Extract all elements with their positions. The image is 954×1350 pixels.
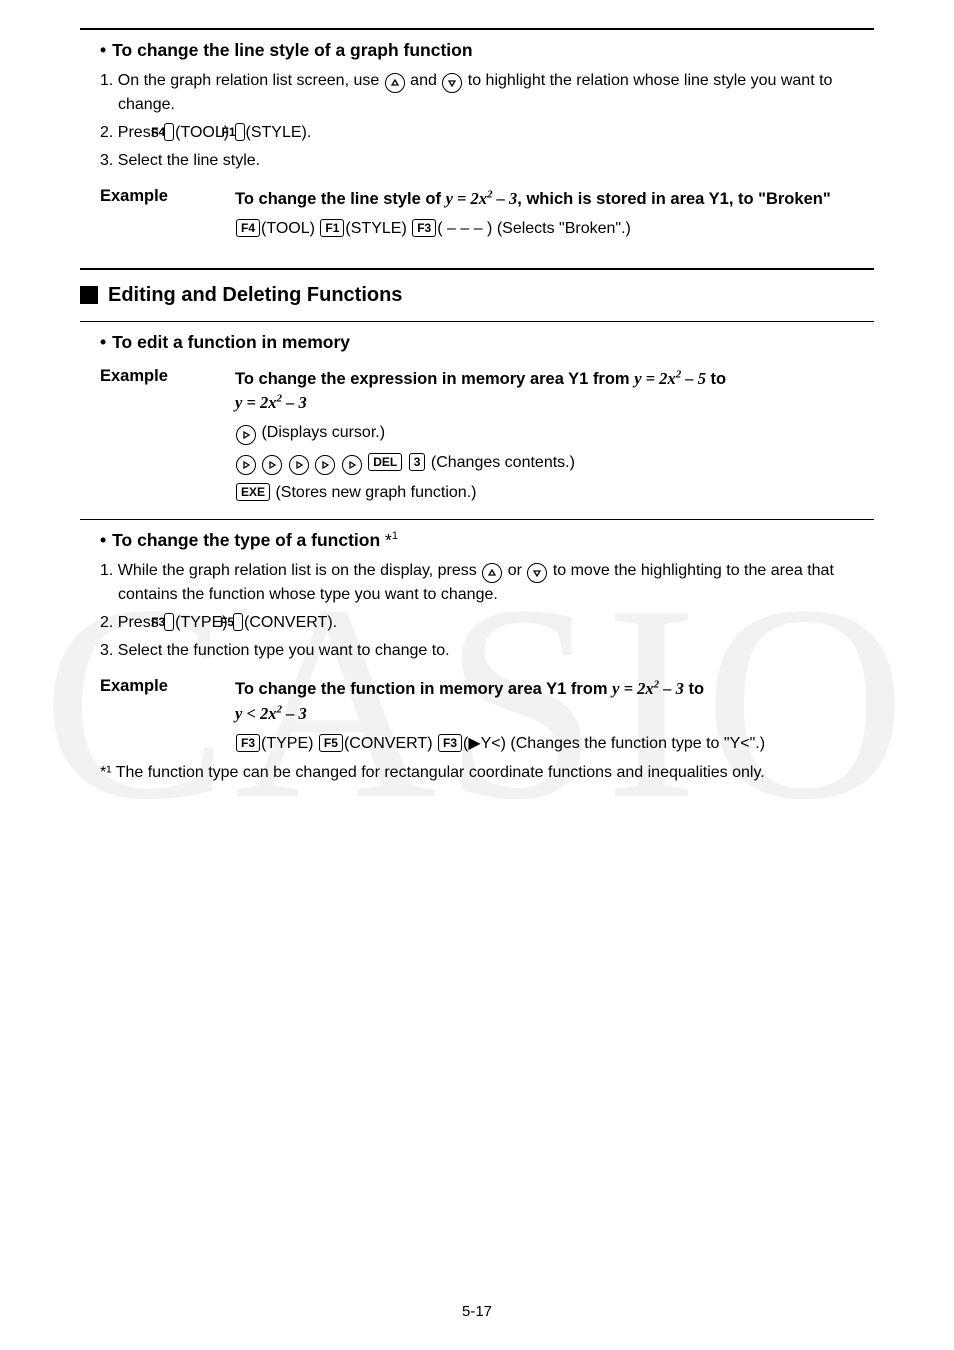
sub2-step1b: or bbox=[508, 562, 527, 579]
example-text: To change the line style of y = 2x2 – 3,… bbox=[235, 187, 874, 212]
sec1-step1and: and bbox=[410, 72, 441, 89]
example-text: To change the expression in memory area … bbox=[235, 367, 874, 417]
key-f1: F1 bbox=[320, 219, 344, 237]
sub2-keys-t3: (▶Y<) (Changes the function type to "Y<"… bbox=[463, 735, 765, 752]
sub2-ex-b: to bbox=[684, 680, 704, 698]
sub2-eq2: y < 2x2 – 3 bbox=[235, 704, 307, 723]
cursor-up-icon bbox=[385, 73, 405, 93]
top-rule bbox=[80, 28, 874, 30]
document-page: CASIO •To change the line style of a gra… bbox=[0, 0, 954, 1350]
sub2-keys-t1: (TYPE) bbox=[261, 735, 313, 752]
page-number: 5-17 bbox=[0, 1303, 954, 1320]
sub1-line3-txt: (Stores new graph function.) bbox=[275, 484, 476, 501]
sub1-example: Example To change the expression in memo… bbox=[100, 367, 874, 417]
sec1-step2t1: (TOOL) bbox=[175, 124, 229, 141]
cursor-right-icon bbox=[289, 455, 309, 475]
sec1-step2t2: (STYLE). bbox=[246, 124, 312, 141]
key-f3: F3 bbox=[164, 613, 174, 631]
sec1-ex-t1: (TOOL) bbox=[261, 220, 315, 237]
cursor-right-icon bbox=[342, 455, 362, 475]
sec1-ex-eq: y = 2x2 – 3 bbox=[446, 189, 518, 208]
cursor-right-icon bbox=[236, 425, 256, 445]
key-f5: F5 bbox=[233, 613, 243, 631]
cursor-right-icon bbox=[315, 455, 335, 475]
key-f4: F4 bbox=[164, 123, 174, 141]
section-rule bbox=[80, 268, 874, 270]
cursor-down-icon bbox=[442, 73, 462, 93]
sub2-step2: 2. Press F3(TYPE) F5(CONVERT). bbox=[100, 611, 874, 635]
sub1-ex-a: To change the expression in memory area … bbox=[235, 370, 634, 388]
sec1-ex-t3: ( ‒ ‒ ‒ ) (Selects "Broken".) bbox=[437, 220, 631, 237]
cursor-down-icon bbox=[527, 563, 547, 583]
sub2-step3: 3. Select the function type you want to … bbox=[100, 639, 874, 663]
sub1-title: •To edit a function in memory bbox=[100, 332, 874, 353]
sub2-ex-a: To change the function in memory area Y1… bbox=[235, 680, 612, 698]
sub1-line1: (Displays cursor.) bbox=[235, 420, 874, 446]
cursor-up-icon bbox=[482, 563, 502, 583]
sub2-eq1: y = 2x2 – 3 bbox=[612, 679, 684, 698]
footnote: *¹ The function type can be changed for … bbox=[100, 761, 874, 785]
key-f3: F3 bbox=[438, 734, 462, 752]
sub2-keys-t2: (CONVERT) bbox=[344, 735, 433, 752]
sub1-ex-b: to bbox=[706, 370, 726, 388]
key-f3: F3 bbox=[412, 219, 436, 237]
sub1-line3: EXE (Stores new graph function.) bbox=[235, 480, 874, 506]
sec1-ex-b: , which is stored in area Y1, to "Broken… bbox=[517, 190, 830, 208]
cursor-right-icon bbox=[262, 455, 282, 475]
sec1-ex-t2: (STYLE) bbox=[345, 220, 406, 237]
example-text: To change the function in memory area Y1… bbox=[235, 677, 874, 727]
sec1-step1: 1. On the graph relation list screen, us… bbox=[100, 69, 874, 117]
sub2-title-sup: *1 bbox=[385, 530, 398, 550]
black-square-icon bbox=[80, 286, 98, 304]
sec1-title-text: To change the line style of a graph func… bbox=[112, 40, 472, 60]
sub1-line1-txt: (Displays cursor.) bbox=[261, 424, 385, 441]
sub2-step1a: 1. While the graph relation list is on t… bbox=[100, 562, 481, 579]
sub-rule-1 bbox=[80, 321, 874, 322]
sub2-keys: F3(TYPE) F5(CONVERT) F3(▶Y<) (Changes th… bbox=[235, 731, 874, 757]
sec1-example: Example To change the line style of y = … bbox=[100, 187, 874, 212]
sec1-ex-a: To change the line style of bbox=[235, 190, 446, 208]
sec1-step3: 3. Select the line style. bbox=[100, 149, 874, 173]
sub2-step1: 1. While the graph relation list is on t… bbox=[100, 559, 874, 607]
sec1-step1a: 1. On the graph relation list screen, us… bbox=[100, 72, 384, 89]
example-label: Example bbox=[100, 187, 235, 206]
sub1-line2: DEL 3 (Changes contents.) bbox=[235, 450, 874, 476]
cursor-right-icon bbox=[236, 455, 256, 475]
example-label: Example bbox=[100, 367, 235, 386]
page-content: •To change the line style of a graph fun… bbox=[80, 28, 874, 785]
key-f4: F4 bbox=[236, 219, 260, 237]
sub2-step2-t2: (CONVERT). bbox=[244, 614, 337, 631]
section2-header: Editing and Deleting Functions bbox=[80, 284, 874, 307]
sub1-line2-txt: (Changes contents.) bbox=[431, 454, 575, 471]
example-label: Example bbox=[100, 677, 235, 696]
key-f5: F5 bbox=[319, 734, 343, 752]
key-exe: EXE bbox=[236, 483, 270, 501]
sub2-title-text: To change the type of a function bbox=[112, 530, 385, 550]
sub2-title: •To change the type of a function *1 bbox=[100, 530, 874, 551]
key-f3: F3 bbox=[236, 734, 260, 752]
sub1-eq2: y = 2x2 – 3 bbox=[235, 393, 307, 412]
sub1-eq1: y = 2x2 – 5 bbox=[634, 369, 706, 388]
key-f1: F1 bbox=[235, 123, 245, 141]
key-del: DEL bbox=[368, 453, 402, 471]
sub2-example: Example To change the function in memory… bbox=[100, 677, 874, 727]
key-3: 3 bbox=[409, 453, 426, 471]
sec1-step2: 2. Press F4(TOOL) F1(STYLE). bbox=[100, 121, 874, 145]
sec1-title: •To change the line style of a graph fun… bbox=[100, 40, 874, 61]
sub1-title-text: To edit a function in memory bbox=[112, 332, 350, 352]
sec1-ex-keys: F4(TOOL) F1(STYLE) F3( ‒ ‒ ‒ ) (Selects … bbox=[235, 216, 874, 242]
section2-title: Editing and Deleting Functions bbox=[108, 284, 402, 307]
sub-rule-2 bbox=[80, 519, 874, 520]
